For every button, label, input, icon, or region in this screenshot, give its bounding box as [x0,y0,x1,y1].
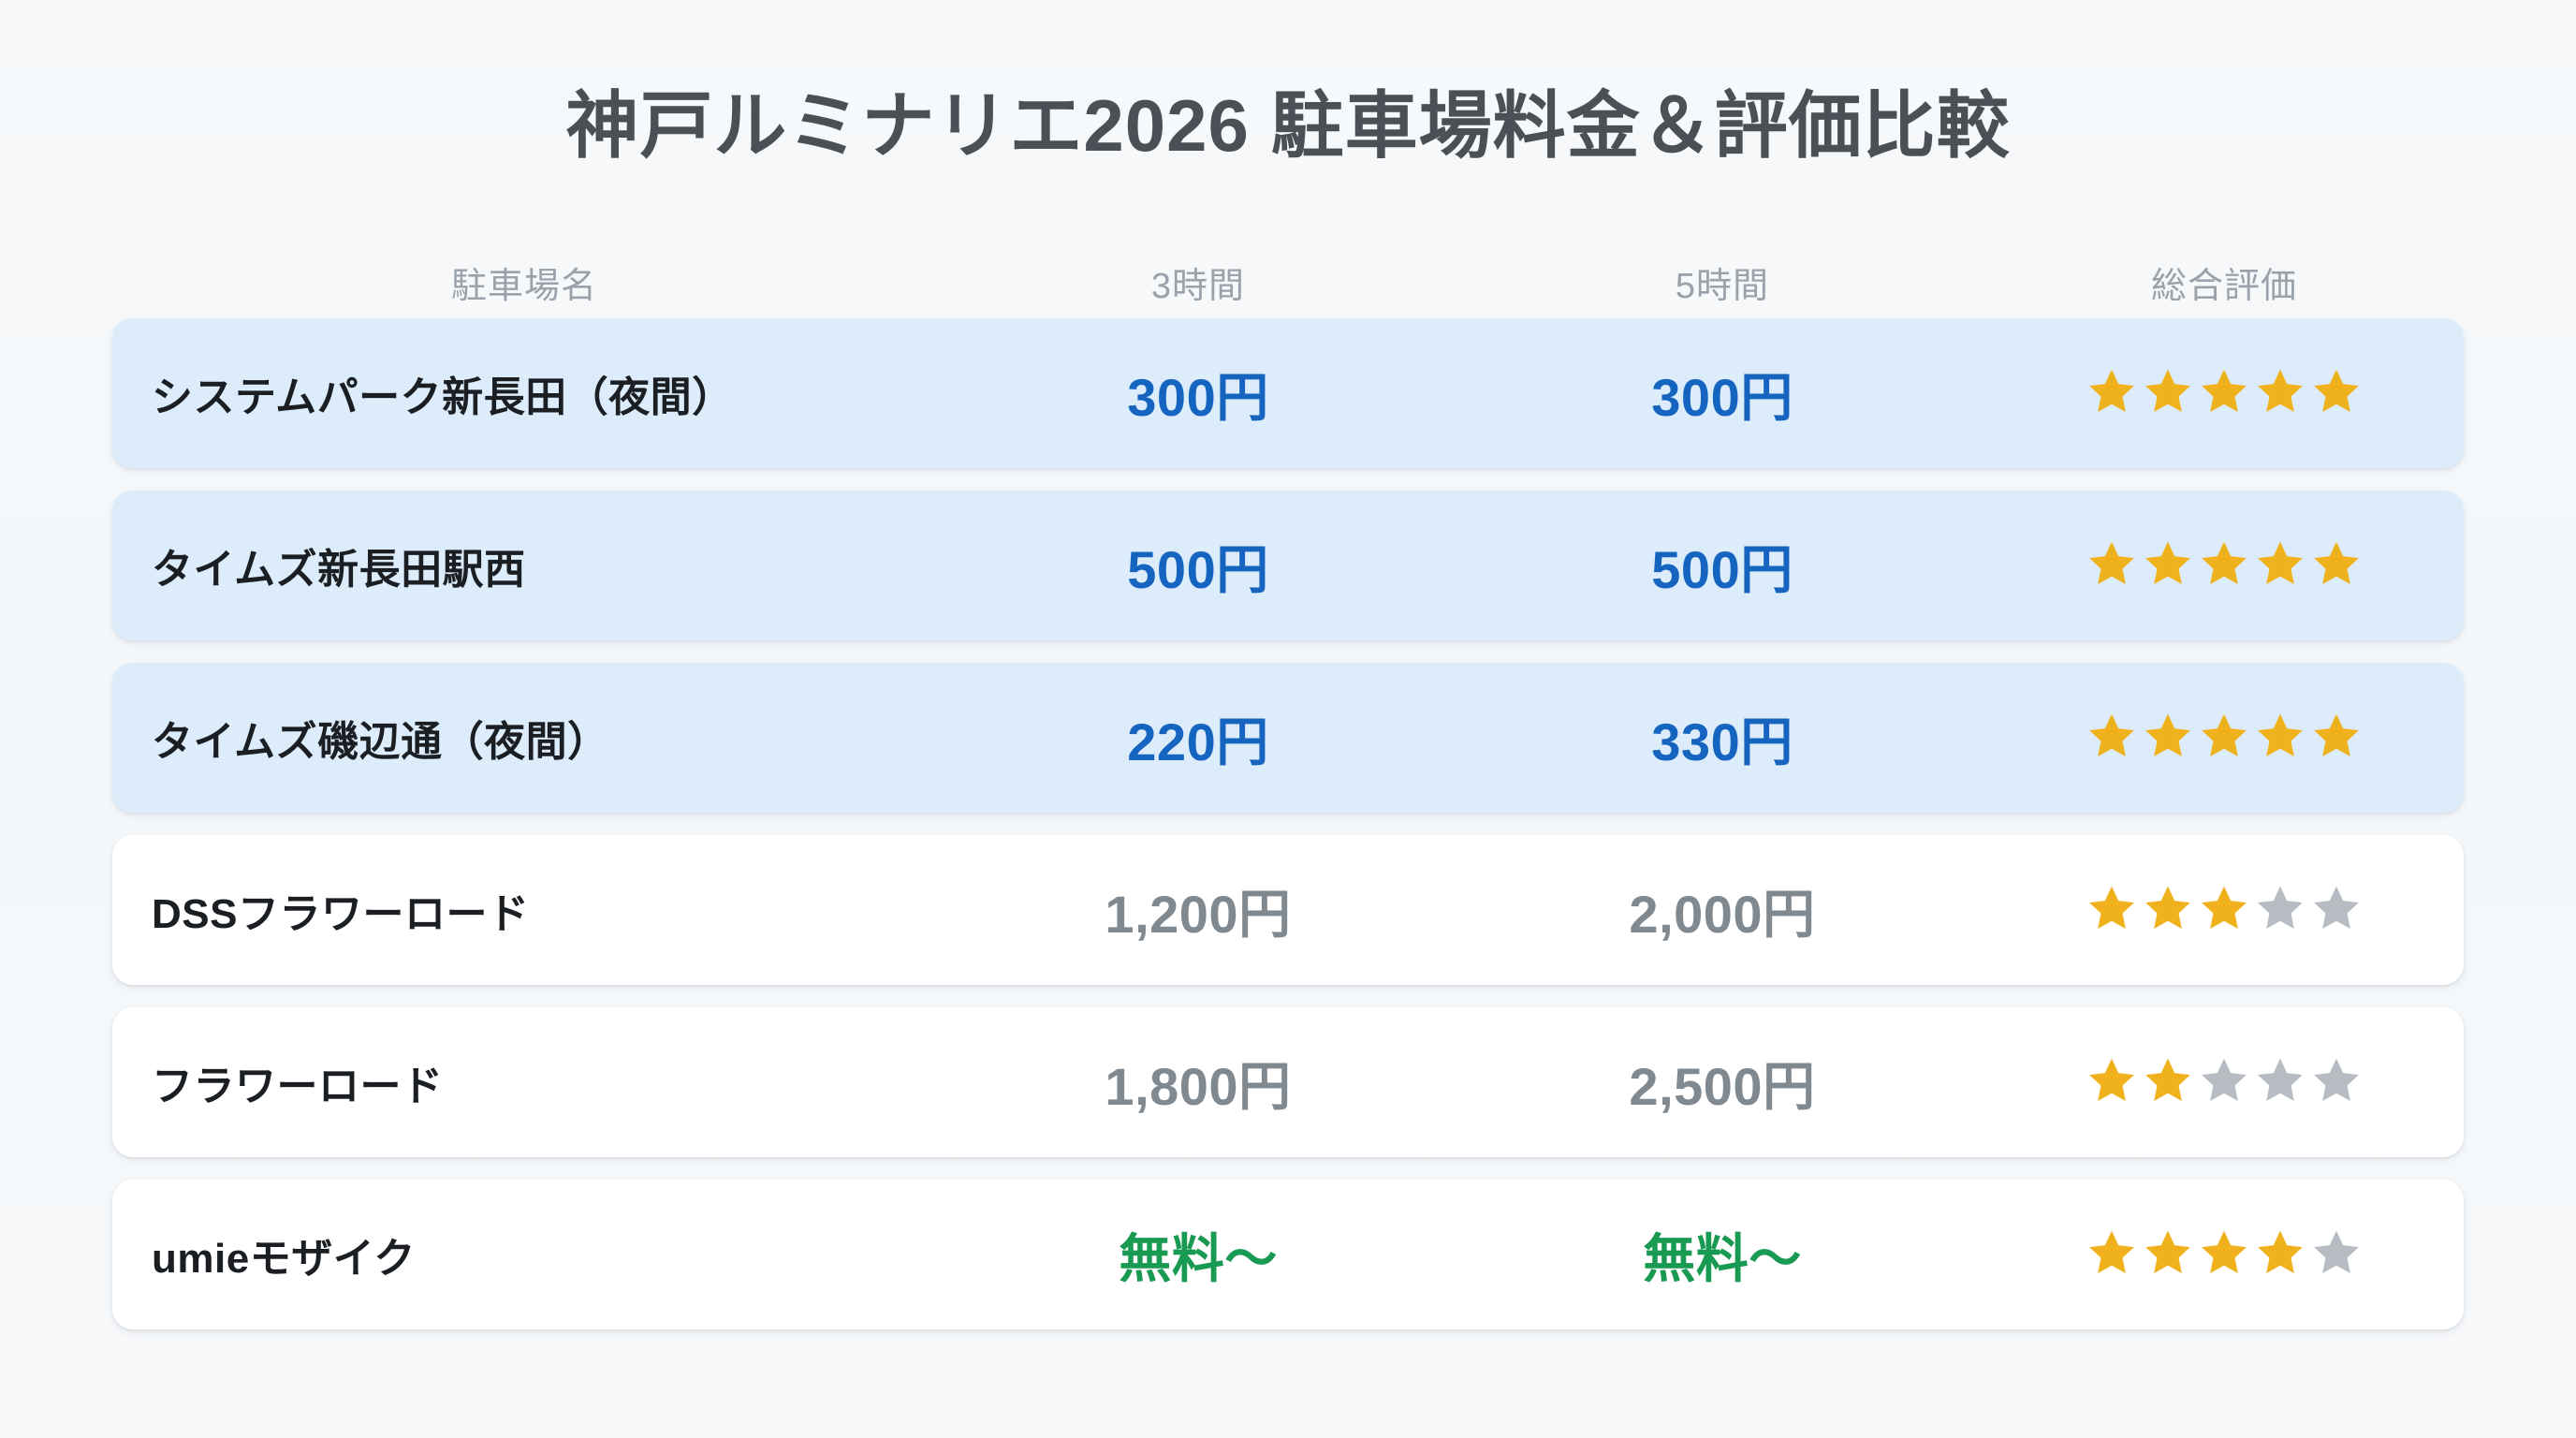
star-filled-icon [2145,886,2190,929]
column-header-price3: 3時間 [1150,266,1246,306]
rating-stars [2086,1227,2362,1278]
star-filled-icon [2089,1230,2134,1273]
price-3h: 300円 [1127,367,1269,427]
star-filled-icon [2145,1058,2190,1101]
rating-stars [2086,366,2362,417]
table-body: システムパーク新長田（夜間） 300円 300円 タイムズ新長田駅西 500円 500円タ… [112,318,2464,1329]
price-5h: 330円 [1651,712,1793,771]
star-filled-icon [2258,1230,2303,1273]
star-filled-icon [2258,369,2303,412]
table-row[interactable]: umieモザイク 無料〜 無料〜 [112,1180,2464,1329]
star-filled-icon [2258,541,2303,584]
rating-stars [2086,1055,2362,1106]
star-filled-icon [2145,713,2190,756]
parking-name: DSSフラワーロード [152,891,530,937]
star-filled-icon [2145,1230,2190,1273]
column-header-name: 駐車場名 [450,266,597,306]
price-3h: 1,200円 [1105,884,1292,944]
star-empty-icon [2314,1230,2359,1273]
star-filled-icon [2314,541,2359,584]
rating-stars [2086,711,2362,761]
star-filled-icon [2202,541,2247,584]
parking-name: タイムズ新長田駅西 [152,547,526,593]
rating-stars [2086,883,2362,933]
star-empty-icon [2202,1058,2247,1101]
star-filled-icon [2258,713,2303,756]
rating-stars [2086,538,2362,589]
price-3h: 220円 [1127,712,1269,771]
table-row[interactable]: タイムズ磯辺通（夜間） 220円 330円 [112,663,2464,813]
star-empty-icon [2314,886,2359,929]
column-header-rating: 総合評価 [2150,266,2297,306]
price-5h: 2,500円 [1629,1056,1816,1116]
price-5h: 300円 [1651,367,1793,427]
price-3h: 500円 [1127,539,1269,599]
star-filled-icon [2314,713,2359,756]
star-filled-icon [2314,369,2359,412]
star-filled-icon [2202,1230,2247,1273]
star-filled-icon [2202,369,2247,412]
comparison-table: 駐車場名 3時間 5時間 総合評価 システムパーク新長田（夜間） 300円 300円… [112,245,2464,1352]
star-filled-icon [2089,886,2134,929]
star-empty-icon [2258,886,2303,929]
table-row[interactable]: DSSフラワーロード 1,200円 2,000円 [112,835,2464,985]
star-empty-icon [2314,1058,2359,1101]
star-filled-icon [2089,713,2134,756]
table-row[interactable]: フラワーロード 1,800円 2,500円 [112,1007,2464,1157]
star-filled-icon [2202,886,2247,929]
star-filled-icon [2145,541,2190,584]
star-filled-icon [2202,713,2247,756]
star-filled-icon [2089,369,2134,412]
price-5h: 500円 [1651,539,1793,599]
price-5h: 2,000円 [1629,884,1816,944]
star-filled-icon [2089,1058,2134,1101]
parking-name: umieモザイク [152,1236,416,1282]
price-3h: 無料〜 [1119,1228,1278,1288]
table-header-row: 駐車場名 3時間 5時間 総合評価 [112,245,2464,318]
star-filled-icon [2145,369,2190,412]
price-5h: 無料〜 [1643,1228,1802,1288]
page-title: 神戸ルミナリエ2026 駐車場料金＆評価比較 [565,84,2011,167]
parking-name: タイムズ磯辺通（夜間） [152,719,609,765]
star-empty-icon [2258,1058,2303,1101]
parking-name: システムパーク新長田（夜間） [152,374,734,420]
star-filled-icon [2089,541,2134,584]
price-3h: 1,800円 [1105,1056,1292,1116]
column-header-price5: 5時間 [1675,266,1770,306]
table-row[interactable]: タイムズ新長田駅西 500円 500円 [112,491,2464,640]
parking-name: フラワーロード [152,1064,444,1109]
table-row[interactable]: システムパーク新長田（夜間） 300円 300円 [112,318,2464,468]
